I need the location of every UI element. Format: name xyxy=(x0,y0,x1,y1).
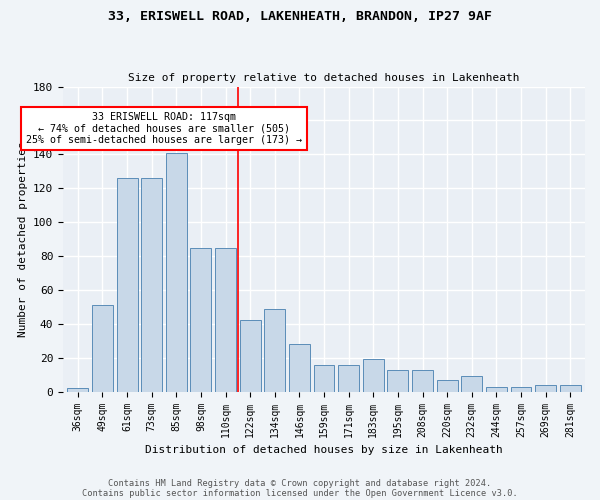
Text: 33 ERISWELL ROAD: 117sqm
← 74% of detached houses are smaller (505)
25% of semi-: 33 ERISWELL ROAD: 117sqm ← 74% of detach… xyxy=(26,112,302,145)
Bar xyxy=(461,376,482,392)
Bar xyxy=(215,248,236,392)
Bar xyxy=(388,370,409,392)
Y-axis label: Number of detached properties: Number of detached properties xyxy=(17,141,28,337)
Bar xyxy=(92,305,113,392)
Bar xyxy=(363,360,384,392)
Text: Contains HM Land Registry data © Crown copyright and database right 2024.: Contains HM Land Registry data © Crown c… xyxy=(109,478,491,488)
Text: Contains public sector information licensed under the Open Government Licence v3: Contains public sector information licen… xyxy=(82,488,518,498)
Bar xyxy=(437,380,458,392)
Bar xyxy=(338,364,359,392)
Bar xyxy=(190,248,211,392)
Bar xyxy=(560,385,581,392)
Title: Size of property relative to detached houses in Lakenheath: Size of property relative to detached ho… xyxy=(128,73,520,83)
Bar xyxy=(412,370,433,392)
Bar xyxy=(314,364,334,392)
Bar xyxy=(240,320,260,392)
Bar xyxy=(141,178,162,392)
Bar xyxy=(166,152,187,392)
Bar xyxy=(535,385,556,392)
Bar xyxy=(67,388,88,392)
Bar xyxy=(265,308,285,392)
Bar xyxy=(116,178,137,392)
X-axis label: Distribution of detached houses by size in Lakenheath: Distribution of detached houses by size … xyxy=(145,445,503,455)
Bar xyxy=(289,344,310,392)
Bar xyxy=(486,386,507,392)
Text: 33, ERISWELL ROAD, LAKENHEATH, BRANDON, IP27 9AF: 33, ERISWELL ROAD, LAKENHEATH, BRANDON, … xyxy=(108,10,492,23)
Bar xyxy=(511,386,532,392)
